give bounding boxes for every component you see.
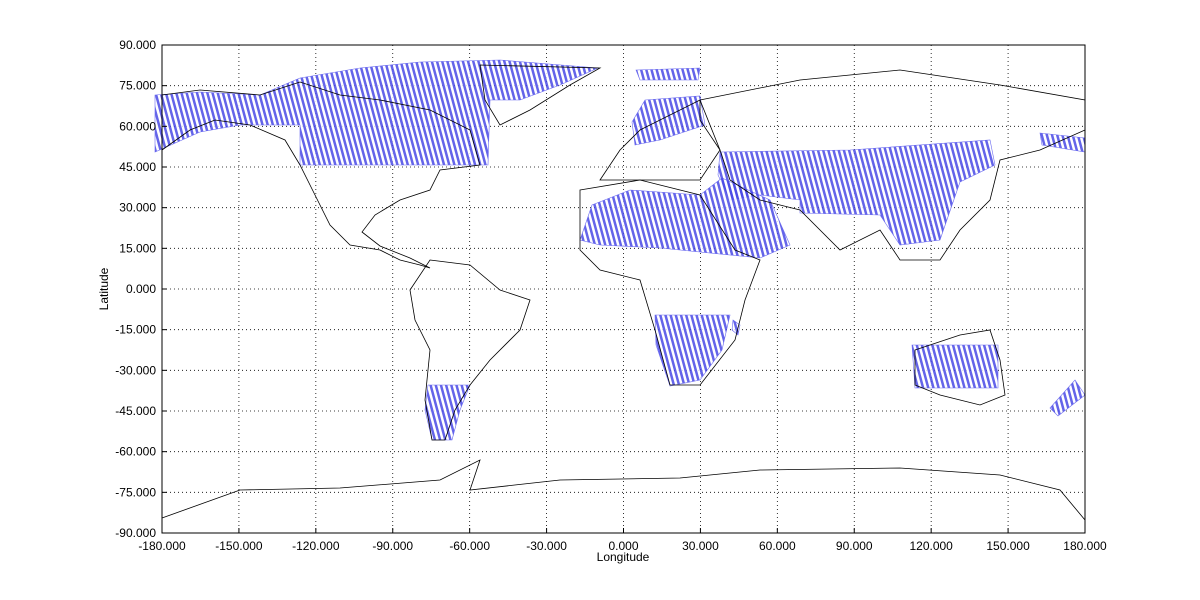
coast-australia (914, 329, 1006, 406)
y-tick-label: 45.000 (119, 160, 156, 174)
coast-antarctica (161, 459, 1086, 521)
y-tick-label: -75.000 (115, 485, 156, 499)
coast-europe (599, 99, 721, 181)
y-axis-label: Latitude (97, 267, 111, 310)
coast-asia (699, 69, 1086, 261)
coast-south-america (409, 259, 531, 441)
swath-east-russia (1039, 132, 1086, 153)
coast-north-america (161, 81, 481, 269)
x-tick-label: 60.000 (759, 539, 796, 553)
coast-africa (579, 179, 761, 386)
y-tick-label: 15.000 (119, 241, 156, 255)
coverage-swaths (154, 59, 1086, 441)
swath-sahara (579, 177, 791, 259)
x-tick-label: -60.000 (449, 539, 490, 553)
x-tick-label: -120.000 (292, 539, 340, 553)
coastlines (161, 64, 1086, 521)
y-tick-label: -15.000 (115, 323, 156, 337)
x-tick-label: -30.000 (526, 539, 567, 553)
x-tick-label: 120.000 (909, 539, 953, 553)
y-tick-label: 30.000 (119, 201, 156, 215)
swath-madagascar (731, 319, 741, 336)
x-tick-label: -150.000 (215, 539, 263, 553)
x-tick-label: -180.000 (138, 539, 186, 553)
swath-svalbard (635, 67, 701, 81)
swath-scandinavia (631, 95, 706, 146)
x-axis-label: Longitude (597, 550, 650, 564)
x-tick-label: 180.000 (1063, 539, 1107, 553)
y-tick-label: -60.000 (115, 445, 156, 459)
x-tick-label: -90.000 (372, 539, 413, 553)
x-tick-label: 0.000 (608, 539, 638, 553)
y-tick-label: 0.000 (126, 282, 156, 296)
x-tick-label: 30.000 (682, 539, 719, 553)
swath-southern-africa (654, 314, 731, 387)
swath-australia (911, 344, 999, 389)
y-tick-label: 60.000 (119, 119, 156, 133)
y-tick-label: 90.000 (119, 38, 156, 52)
x-tick-label: 90.000 (836, 539, 873, 553)
y-tick-label: -45.000 (115, 404, 156, 418)
y-tick-label: -90.000 (115, 526, 156, 540)
coast-greenland (479, 64, 602, 126)
swath-north-america (154, 59, 599, 166)
swath-new-zealand (1049, 379, 1086, 417)
x-tick-label: 150.000 (986, 539, 1030, 553)
y-tick-label: -30.000 (115, 363, 156, 377)
y-tick-label: 75.000 (119, 79, 156, 93)
